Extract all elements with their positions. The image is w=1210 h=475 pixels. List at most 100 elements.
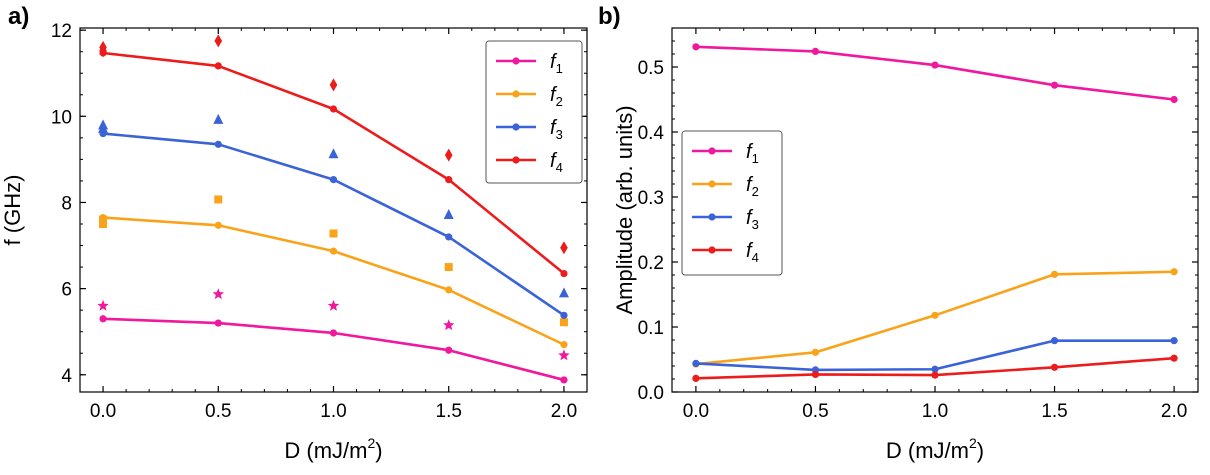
legend-label-f2: f2 (550, 84, 563, 109)
panel-label: b) (598, 3, 621, 30)
legend-label-f1: f1 (550, 51, 563, 76)
legend-label-f1: f1 (746, 141, 759, 166)
data-point-f2 (445, 286, 453, 294)
legend: f1 f2 f3 f4 (485, 40, 583, 184)
sim-point-f3 (558, 287, 569, 298)
sim-point-f2 (99, 220, 108, 228)
sim-point-f4 (214, 34, 223, 48)
sim-point-f2 (444, 263, 453, 272)
y-tick-label: 0.5 (638, 58, 664, 79)
series-line-f3 (695, 339, 1175, 372)
x-tick-label: 1.5 (1041, 401, 1067, 422)
legend-marker-f1 (708, 147, 716, 155)
legend: f1 f2 f3 f4 (681, 130, 783, 276)
sim-point-f3 (328, 148, 339, 159)
data-point-f1 (99, 315, 107, 323)
sim-point-f1 (97, 299, 109, 311)
x-tick-label: 1.0 (922, 401, 948, 422)
legend-label-f4: f4 (746, 240, 759, 265)
sim-point-f2 (99, 215, 108, 224)
data-point-f3 (560, 311, 568, 319)
data-point-f3 (329, 176, 338, 184)
y-tick-label: 10 (51, 107, 72, 128)
data-point-f4 (560, 269, 568, 278)
legend-marker-f2 (512, 90, 520, 98)
x-axis-title: D (mJ/m2) (284, 435, 382, 463)
y-tick-label: 4 (61, 366, 72, 387)
y-tick-label: 0.2 (638, 253, 664, 274)
legend-label-f3: f3 (550, 117, 563, 142)
sim-point-f2 (329, 229, 338, 238)
x-tick-label: 0.5 (802, 401, 828, 422)
data-point-f1 (931, 61, 939, 69)
y-axis-title: f (GHz) (0, 175, 25, 246)
data-point-f1 (329, 329, 338, 337)
data-point-f2 (931, 311, 939, 319)
data-point-f1 (1170, 95, 1178, 104)
x-axis-title: D (mJ/m2) (886, 435, 984, 463)
data-point-f4 (1050, 363, 1059, 371)
data-point-f4 (329, 105, 338, 113)
data-point-f2 (1170, 268, 1178, 276)
sim-point-f1 (212, 288, 224, 300)
data-point-f3 (214, 140, 222, 148)
data-point-f4 (445, 176, 453, 184)
legend-box (681, 130, 783, 276)
data-point-f1 (445, 346, 453, 354)
y-axis-title: Amplitude (arb. units) (612, 105, 637, 314)
data-point-f1 (692, 43, 700, 51)
data-point-f4 (214, 62, 222, 70)
panel-label: a) (8, 3, 29, 30)
data-point-f4 (931, 371, 939, 379)
legend-marker-f1 (512, 57, 520, 65)
legend-marker-f4 (512, 156, 520, 164)
data-point-f2 (214, 221, 222, 229)
legend-label-f4: f4 (550, 150, 563, 175)
data-point-f4 (1170, 354, 1178, 362)
x-tick-label: 1.0 (320, 401, 346, 422)
data-point-f4 (692, 374, 700, 382)
y-tick-label: 12 (51, 21, 72, 42)
data-point-f3 (931, 365, 939, 373)
x-tick-label: 2.0 (551, 401, 577, 422)
y-tick-label: 0.0 (638, 383, 664, 404)
data-point-f2 (560, 341, 568, 349)
sim-point-f2 (214, 195, 223, 204)
sim-point-f3 (213, 113, 224, 124)
y-tick-label: 0.3 (638, 188, 664, 209)
x-tick-label: 0.5 (205, 401, 231, 422)
sim-point-f4 (329, 78, 338, 92)
series-line-f1 (103, 317, 565, 382)
data-point-f1 (811, 47, 820, 56)
x-tick-label: 1.5 (436, 401, 462, 422)
legend-marker-f2 (708, 180, 716, 188)
series-line-f1 (695, 45, 1175, 101)
sim-point-f3 (443, 209, 454, 220)
sim-point-f4 (99, 40, 107, 54)
legend-label-f2: f2 (746, 174, 759, 199)
sim-point-f1 (558, 349, 570, 361)
legend-marker-f3 (512, 123, 520, 131)
data-point-f1 (560, 376, 568, 384)
sim-point-f1 (443, 319, 455, 331)
data-point-f3 (1170, 337, 1178, 345)
y-tick-label: 8 (61, 193, 72, 214)
y-tick-label: 0.1 (638, 318, 664, 339)
sim-point-f1 (327, 299, 340, 311)
data-point-f3 (692, 359, 700, 367)
panel-b: b) 0.0 0.5 1.0 1.5 2.0 0.0 0.1 0.2 0.3 0.4 0.5 D (mJ… (598, 3, 1199, 463)
data-point-f1 (1050, 81, 1059, 89)
sim-point-f4 (444, 148, 453, 162)
data-point-f1 (214, 319, 222, 327)
legend-marker-f3 (708, 213, 716, 221)
data-point-f2 (329, 247, 338, 255)
x-tick-label: 2.0 (1161, 401, 1187, 422)
panel-a: a) 0.0 0.5 1.0 1.5 2.0 4 6 8 10 12 D (mJ/m2) f (GHz)… (0, 3, 588, 463)
data-point-f3 (445, 233, 453, 241)
data-point-f2 (1050, 270, 1059, 278)
y-tick-label: 6 (61, 280, 72, 301)
data-point-f3 (1050, 337, 1059, 345)
x-tick-label: 0.0 (683, 401, 709, 422)
sim-point-f4 (560, 241, 568, 255)
